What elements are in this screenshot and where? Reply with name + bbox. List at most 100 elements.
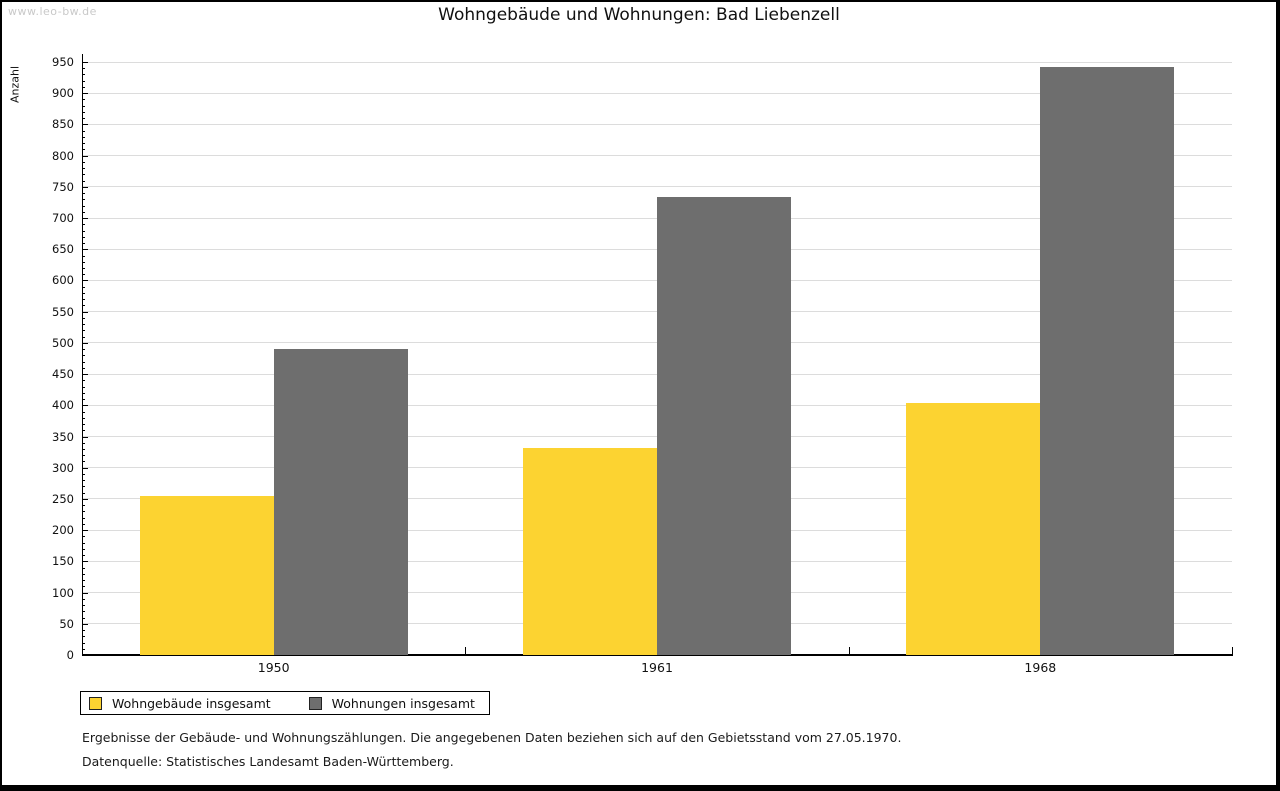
legend-swatch-wohngebaeude	[89, 696, 102, 710]
y-tick	[82, 467, 88, 469]
gridline	[82, 123, 1232, 125]
y-tick	[82, 498, 88, 500]
y-tick-minor	[82, 161, 85, 163]
y-tick-minor	[82, 105, 85, 107]
y-tick-minor	[82, 211, 85, 213]
y-tick-minor	[82, 380, 85, 382]
y-tick-minor	[82, 205, 85, 207]
y-tick-minor	[82, 461, 85, 463]
y-tick-minor	[82, 424, 85, 426]
y-tick	[82, 592, 88, 594]
footer-source-note: Ergebnisse der Gebäude- und Wohnungszähl…	[82, 730, 902, 745]
y-tick	[82, 311, 88, 313]
y-tick-minor	[82, 317, 85, 319]
bar-1961-series1	[657, 197, 791, 655]
legend: Wohngebäude insgesamt Wohnungen insgesam…	[80, 691, 490, 715]
bar-1950-series0	[139, 495, 274, 655]
y-tick-label: 50	[59, 616, 74, 631]
y-tick	[82, 218, 88, 220]
y-tick-minor	[82, 193, 85, 195]
y-tick-minor	[82, 555, 85, 557]
y-tick	[82, 186, 88, 188]
x-tick	[1232, 647, 1233, 655]
y-tick-minor	[82, 324, 85, 326]
bar-1968-series1	[1040, 66, 1175, 655]
y-tick-minor	[82, 86, 85, 88]
y-tick	[82, 93, 88, 95]
y-tick-label: 150	[52, 554, 74, 569]
y-tick-minor	[82, 455, 85, 457]
y-tick	[82, 280, 88, 282]
y-tick-minor	[82, 642, 85, 644]
y-tick-minor	[82, 505, 85, 507]
legend-item: Wohngebäude insgesamt	[89, 696, 271, 711]
y-tick-minor	[82, 292, 85, 294]
y-tick-minor	[82, 199, 85, 201]
y-tick-minor	[82, 255, 85, 257]
y-tick-minor	[82, 230, 85, 232]
y-tick-minor	[82, 492, 85, 494]
y-tick-minor	[82, 548, 85, 550]
y-tick-label: 300	[52, 460, 74, 475]
y-tick-label: 450	[52, 367, 74, 382]
y-tick	[82, 62, 88, 63]
y-tick-minor	[82, 636, 85, 638]
y-tick-minor	[82, 630, 85, 632]
gridline	[82, 155, 1232, 157]
y-tick-minor	[82, 617, 85, 619]
y-tick-label: 600	[52, 273, 74, 288]
y-tick-minor	[82, 648, 85, 650]
x-axis-line	[82, 654, 1233, 656]
y-tick-minor	[82, 523, 85, 525]
y-tick	[82, 436, 88, 438]
footer-data-source: Datenquelle: Statistisches Landesamt Bad…	[82, 754, 454, 769]
x-category-label: 1950	[257, 660, 290, 675]
y-tick	[82, 530, 88, 532]
gridline	[82, 92, 1232, 94]
x-category-label: 1968	[1024, 660, 1057, 675]
y-tick-minor	[82, 305, 85, 307]
y-tick-minor	[82, 411, 85, 413]
y-tick-minor	[82, 442, 85, 444]
y-tick-minor	[82, 349, 85, 351]
y-tick-minor	[82, 299, 85, 301]
y-tick-minor	[82, 261, 85, 263]
y-tick-label: 750	[52, 179, 74, 194]
y-tick-minor	[82, 392, 85, 394]
y-tick-minor	[82, 68, 85, 70]
y-tick-minor	[82, 149, 85, 151]
y-tick-minor	[82, 80, 85, 82]
y-tick-minor	[82, 136, 85, 138]
y-tick-minor	[82, 605, 85, 607]
y-tick-minor	[82, 174, 85, 176]
y-tick-label: 700	[52, 211, 74, 226]
y-tick-minor	[82, 580, 85, 582]
y-tick	[82, 561, 88, 563]
legend-label: Wohnungen insgesamt	[331, 695, 475, 711]
y-tick-minor	[82, 517, 85, 519]
y-tick-label: 550	[52, 304, 74, 319]
watermark: www.leo-bw.de	[8, 5, 97, 18]
y-tick-minor	[82, 330, 85, 332]
y-tick-minor	[82, 511, 85, 513]
gridline	[82, 186, 1232, 188]
y-tick-minor	[82, 355, 85, 357]
y-tick-minor	[82, 361, 85, 363]
y-tick-label: 850	[52, 117, 74, 132]
y-tick-minor	[82, 480, 85, 482]
y-tick	[82, 405, 88, 407]
y-tick	[82, 249, 88, 251]
y-tick-label: 100	[52, 585, 74, 600]
y-tick	[82, 374, 88, 376]
y-tick	[82, 155, 88, 157]
y-tick-label: 500	[52, 335, 74, 350]
y-tick-minor	[82, 386, 85, 388]
y-tick-minor	[82, 473, 85, 475]
y-tick-minor	[82, 449, 85, 450]
y-tick-label: 400	[52, 398, 74, 413]
y-tick-minor	[82, 243, 85, 245]
y-tick-minor	[82, 486, 85, 488]
legend-label: Wohngebäude insgesamt	[112, 695, 271, 711]
y-tick-minor	[82, 367, 85, 369]
